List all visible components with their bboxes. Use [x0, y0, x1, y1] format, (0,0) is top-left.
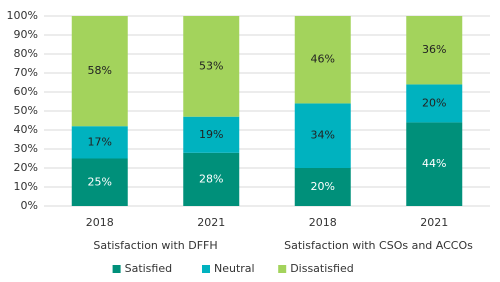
x-tick-label: 2021 — [197, 216, 225, 229]
legend-label: Dissatisfied — [290, 262, 354, 275]
data-label: 53% — [199, 59, 223, 72]
legend-label: Neutral — [214, 262, 255, 275]
data-label: 46% — [311, 53, 335, 66]
y-tick-label: 80% — [14, 47, 38, 60]
y-tick-label: 10% — [14, 180, 38, 193]
y-tick-label: 90% — [14, 28, 38, 41]
bar-segment — [71, 158, 128, 206]
y-tick-label: 40% — [14, 123, 38, 136]
data-label: 28% — [199, 172, 223, 185]
data-label: 58% — [88, 64, 112, 77]
data-label: 25% — [88, 175, 112, 188]
legend-label: Satisfied — [125, 262, 173, 275]
bar-segment — [294, 103, 351, 168]
bar-segment — [294, 168, 351, 206]
data-label: 36% — [422, 43, 446, 56]
bar-segment — [183, 152, 240, 206]
y-tick-label: 50% — [14, 104, 38, 117]
data-label: 20% — [422, 96, 446, 109]
y-tick-label: 60% — [14, 85, 38, 98]
y-tick-label: 20% — [14, 161, 38, 174]
bar-segment — [183, 16, 240, 117]
group-label: Satisfaction with CSOs and ACCOs — [284, 239, 473, 252]
legend-swatch — [202, 265, 210, 273]
legend-swatch — [112, 265, 121, 273]
data-label: 19% — [199, 128, 223, 141]
bar-segment — [294, 16, 351, 104]
legend-swatch — [278, 265, 287, 273]
y-tick-label: 100% — [7, 9, 38, 22]
data-label: 44% — [422, 157, 446, 170]
x-tick-label: 2018 — [309, 216, 337, 229]
x-tick-label: 2018 — [86, 216, 114, 229]
x-tick-label: 2021 — [420, 216, 448, 229]
data-label: 17% — [88, 135, 112, 148]
group-label: Satisfaction with DFFH — [93, 239, 217, 252]
data-label: 20% — [311, 180, 335, 193]
bar-segment — [71, 126, 128, 159]
y-tick-label: 0% — [21, 199, 38, 212]
y-tick-label: 30% — [14, 142, 38, 155]
bar-segment — [406, 122, 463, 206]
y-tick-label: 70% — [14, 66, 38, 79]
bar-segment — [183, 116, 240, 153]
bar-segment — [406, 84, 463, 123]
data-label: 34% — [311, 129, 335, 142]
bar-segment — [71, 16, 128, 127]
bar-segment — [406, 16, 463, 85]
